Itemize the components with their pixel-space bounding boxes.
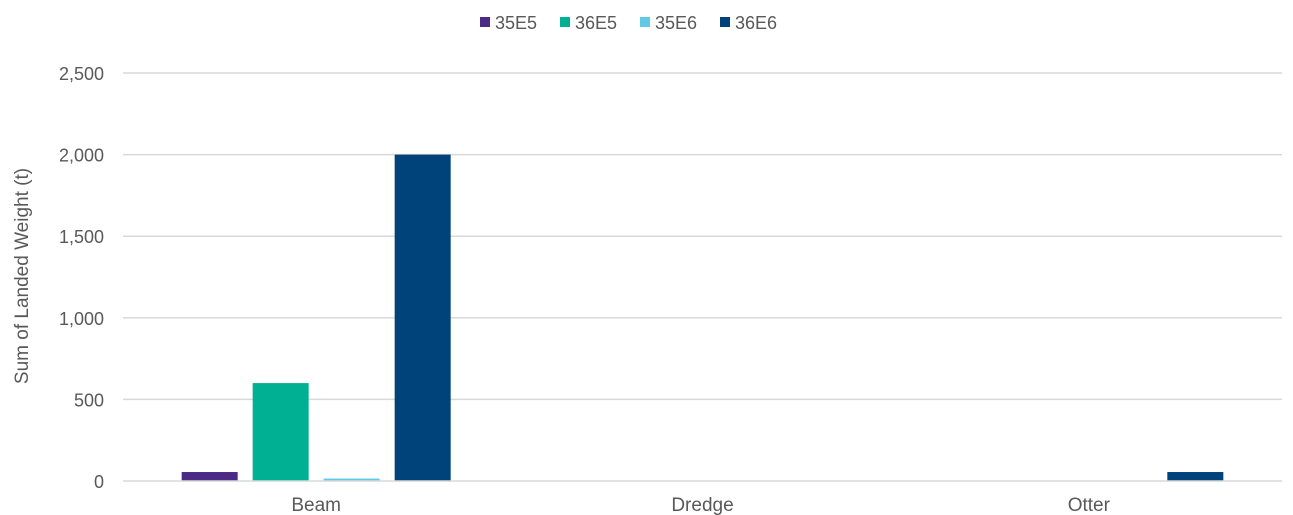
legend-label-36E5: 36E5 <box>575 13 617 33</box>
y-axis: 0 500 1,000 1,500 2,000 2,500 <box>59 64 104 492</box>
bar-36E6-otter <box>1167 472 1224 481</box>
x-tick-label: Beam <box>291 495 341 515</box>
bar-36E6-beam <box>394 154 451 481</box>
bar-35E6-beam <box>323 478 380 481</box>
legend-swatch-36E5 <box>560 17 570 27</box>
legend-label-36E6: 36E6 <box>735 13 777 33</box>
bars <box>181 154 1224 481</box>
y-tick-label: 0 <box>94 472 104 492</box>
y-axis-label: Sum of Landed Weight (t) <box>12 168 33 384</box>
y-tick-label: 500 <box>74 390 104 410</box>
bar-36E5-beam <box>252 383 309 481</box>
gridlines <box>123 72 1282 401</box>
x-axis: Beam Dredge Otter <box>123 480 1282 515</box>
y-tick-label: 1,500 <box>59 227 104 247</box>
legend-swatch-35E5 <box>480 17 490 27</box>
bar-35E5-beam <box>181 472 238 481</box>
x-tick-label: Otter <box>1068 495 1111 515</box>
x-tick-label: Dredge <box>671 495 733 515</box>
legend: 35E5 36E5 35E6 36E6 <box>480 13 777 33</box>
legend-label-35E5: 35E5 <box>495 13 537 33</box>
legend-swatch-36E6 <box>720 17 730 27</box>
y-tick-label: 1,000 <box>59 309 104 329</box>
legend-label-35E6: 35E6 <box>655 13 697 33</box>
legend-swatch-35E6 <box>640 17 650 27</box>
y-tick-label: 2,500 <box>59 64 104 84</box>
y-tick-label: 2,000 <box>59 146 104 166</box>
